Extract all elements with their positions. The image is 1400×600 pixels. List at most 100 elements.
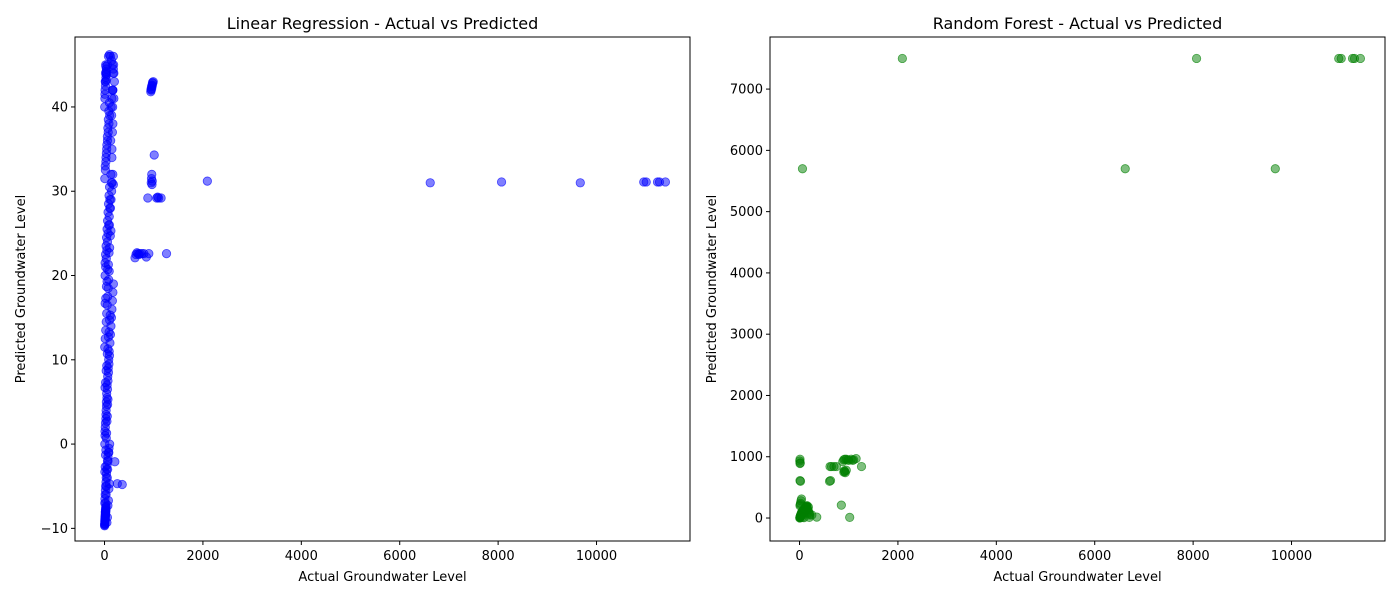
x-tick-label: 8000 bbox=[482, 549, 515, 564]
data-point bbox=[147, 176, 157, 186]
data-point bbox=[797, 164, 808, 174]
data-point bbox=[117, 479, 127, 490]
y-tick-label: 6000 bbox=[730, 144, 763, 159]
data-point bbox=[102, 361, 112, 371]
data-point bbox=[796, 494, 807, 504]
data-point bbox=[107, 110, 117, 120]
data-point bbox=[425, 178, 435, 188]
y-tick-label: 1000 bbox=[730, 450, 763, 465]
plot-frame bbox=[769, 36, 1386, 542]
data-point bbox=[812, 512, 822, 522]
data-points bbox=[795, 53, 1366, 523]
data-point bbox=[831, 461, 842, 472]
data-point bbox=[105, 310, 115, 320]
data-points bbox=[100, 50, 671, 531]
x-axis-ticks: 0 2000 4000 6000 8000 10000 bbox=[795, 541, 1312, 564]
plot-frame bbox=[74, 36, 691, 542]
x-tick-label: 2000 bbox=[881, 549, 914, 564]
data-point bbox=[101, 75, 112, 85]
y-tick-label: 2000 bbox=[730, 389, 763, 404]
data-point bbox=[1120, 164, 1130, 174]
data-point bbox=[101, 293, 111, 303]
y-tick-label: 30 bbox=[51, 185, 68, 200]
data-point bbox=[104, 327, 114, 337]
data-point bbox=[147, 77, 158, 88]
data-point bbox=[1355, 53, 1366, 64]
data-point bbox=[156, 193, 166, 203]
data-point bbox=[105, 203, 116, 213]
data-point bbox=[1270, 164, 1280, 174]
data-point bbox=[108, 102, 118, 112]
data-point bbox=[101, 445, 111, 455]
data-point bbox=[105, 243, 115, 253]
chart-title: Random Forest - Actual vs Predicted bbox=[933, 14, 1223, 33]
y-tick-label: 10 bbox=[51, 353, 68, 368]
y-tick-label: 5000 bbox=[730, 205, 763, 220]
data-point bbox=[845, 512, 855, 523]
data-point bbox=[103, 394, 113, 405]
y-tick-label: 20 bbox=[51, 269, 68, 284]
data-point bbox=[104, 479, 114, 489]
data-point bbox=[202, 176, 212, 186]
y-tick-label: 0 bbox=[755, 512, 763, 527]
data-point bbox=[143, 193, 153, 203]
data-point bbox=[100, 93, 110, 104]
data-point bbox=[101, 505, 111, 515]
data-point bbox=[496, 177, 507, 187]
y-tick-label: 3000 bbox=[730, 328, 763, 343]
data-point bbox=[102, 411, 112, 421]
data-point bbox=[108, 179, 118, 190]
data-point bbox=[108, 119, 118, 129]
data-point bbox=[103, 344, 113, 354]
data-point bbox=[856, 461, 867, 472]
y-tick-label: 4000 bbox=[730, 266, 763, 281]
data-point bbox=[107, 152, 117, 163]
data-point bbox=[106, 169, 116, 179]
x-tick-label: 4000 bbox=[285, 549, 318, 564]
data-point bbox=[102, 276, 112, 287]
data-point bbox=[897, 53, 907, 64]
y-axis-ticks: −10 0 10 20 30 40 bbox=[41, 100, 75, 537]
data-point bbox=[660, 177, 671, 187]
data-point bbox=[109, 93, 119, 104]
x-tick-label: 8000 bbox=[1177, 549, 1210, 564]
x-axis-ticks: 0 2000 4000 6000 8000 10000 bbox=[100, 541, 617, 564]
data-point bbox=[104, 220, 115, 230]
data-point bbox=[836, 500, 846, 510]
data-point bbox=[108, 51, 118, 61]
data-point bbox=[106, 136, 116, 146]
y-axis-label: Predicted Groundwater Level bbox=[705, 195, 720, 383]
x-tick-label: 10000 bbox=[1271, 549, 1312, 564]
x-tick-label: 4000 bbox=[980, 549, 1013, 564]
data-point bbox=[795, 454, 805, 464]
data-point bbox=[144, 249, 154, 259]
data-point bbox=[107, 127, 117, 137]
data-point bbox=[103, 259, 113, 270]
data-point bbox=[109, 77, 119, 87]
data-point bbox=[100, 102, 110, 112]
y-axis-ticks: 0 1000 2000 3000 4000 5000 6000 7000 bbox=[730, 83, 770, 527]
data-point bbox=[1191, 53, 1202, 64]
chart-title: Linear Regression - Actual vs Predicted bbox=[227, 14, 538, 33]
x-axis-label: Actual Groundwater Level bbox=[298, 570, 466, 585]
data-point bbox=[107, 144, 117, 154]
y-axis-label: Predicted Groundwater Level bbox=[14, 195, 29, 383]
x-tick-label: 2000 bbox=[186, 549, 219, 564]
data-point bbox=[105, 195, 115, 205]
data-point bbox=[101, 377, 111, 388]
x-tick-label: 10000 bbox=[576, 549, 617, 564]
data-point bbox=[851, 453, 861, 464]
x-tick-label: 0 bbox=[795, 549, 803, 564]
data-point bbox=[824, 476, 835, 486]
data-point bbox=[100, 85, 110, 95]
data-point bbox=[109, 60, 119, 70]
y-tick-label: 7000 bbox=[730, 83, 763, 98]
data-point bbox=[795, 476, 806, 486]
data-point bbox=[149, 150, 159, 160]
data-point bbox=[840, 468, 850, 478]
random-forest-panel: Random Forest - Actual vs Predicted 0 200… bbox=[705, 14, 1386, 585]
data-point bbox=[575, 178, 585, 188]
data-point bbox=[110, 457, 120, 467]
x-tick-label: 6000 bbox=[1078, 549, 1111, 564]
